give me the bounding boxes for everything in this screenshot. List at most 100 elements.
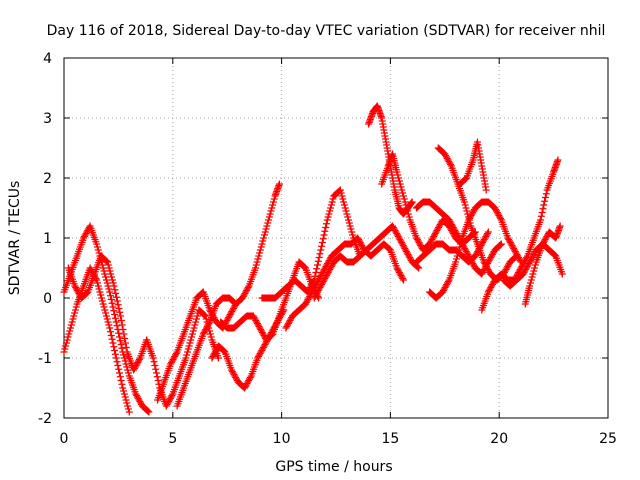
data-point [524, 261, 532, 269]
data-point [554, 156, 562, 164]
data-point [503, 264, 511, 272]
data-point [185, 342, 193, 350]
data-point [453, 231, 461, 239]
x-axis-label: GPS time / hours [275, 459, 392, 475]
data-point [324, 269, 332, 276]
data-point [99, 300, 107, 308]
data-point [429, 234, 437, 242]
data-point [448, 222, 456, 230]
data-point [479, 239, 487, 246]
data-point [520, 269, 528, 276]
data-point [470, 261, 478, 269]
data-point [63, 336, 71, 344]
data-point [463, 249, 471, 257]
data-point [550, 251, 558, 258]
data-point [318, 281, 326, 288]
data-point [457, 240, 465, 248]
data-point [348, 228, 356, 236]
data-point [400, 243, 408, 251]
data-point [260, 342, 268, 350]
data-point [265, 213, 273, 221]
data-point [508, 242, 516, 249]
data-point [266, 210, 274, 218]
data-point [259, 237, 267, 245]
data-series [310, 222, 423, 302]
data-point [541, 197, 549, 205]
data-point [495, 212, 503, 219]
data-point [150, 358, 158, 366]
data-point [110, 307, 118, 315]
data-point [417, 242, 425, 249]
data-point [259, 345, 267, 353]
data-point [210, 351, 218, 359]
data-point [255, 323, 263, 330]
data-point [116, 373, 124, 381]
data-point [268, 204, 276, 212]
data-point [322, 273, 330, 281]
data-point [400, 195, 408, 203]
data-point [93, 276, 101, 284]
data-point [188, 333, 196, 341]
data-point [327, 201, 335, 209]
data-point [203, 324, 211, 332]
data-point [106, 267, 114, 275]
data-point [403, 249, 411, 257]
data-point [123, 399, 131, 407]
data-point [170, 354, 178, 362]
data-point [324, 213, 332, 221]
data-point [443, 155, 451, 162]
data-point [385, 245, 393, 252]
data-point [442, 282, 450, 290]
data-point [507, 240, 515, 248]
data-point [327, 263, 335, 270]
data-point [207, 333, 215, 341]
y-tick-label: 4 [43, 51, 52, 67]
data-point [452, 258, 460, 266]
data-point [201, 312, 209, 320]
data-point [326, 266, 334, 273]
data-point [340, 201, 348, 209]
data-point [472, 251, 480, 258]
data-point [451, 227, 459, 234]
data-point [114, 362, 122, 369]
data-point [111, 314, 119, 322]
data-point [95, 285, 103, 293]
data-point [461, 176, 469, 183]
data-point [253, 258, 261, 266]
data-point [485, 287, 493, 294]
data-point [257, 348, 265, 356]
data-series [426, 198, 525, 302]
data-point [263, 222, 271, 230]
data-point [121, 335, 129, 342]
data-point [480, 236, 488, 243]
data-point [93, 243, 101, 251]
data-point [328, 261, 336, 269]
data-point [314, 288, 322, 296]
data-point [115, 365, 123, 373]
data-point [115, 329, 123, 337]
data-point [447, 161, 455, 168]
data-point [444, 278, 452, 285]
data-point [540, 201, 548, 209]
data-point [121, 339, 129, 347]
data-point [153, 373, 161, 381]
data-point [343, 210, 351, 218]
data-point [311, 272, 319, 280]
data-point [393, 264, 401, 272]
data-point [224, 315, 232, 323]
data-point [74, 288, 82, 296]
data-point [394, 171, 402, 179]
data-point [464, 251, 472, 258]
data-series [365, 102, 416, 218]
data-point [329, 195, 337, 203]
data-point [395, 234, 403, 242]
data-point [164, 399, 172, 407]
data-point [231, 372, 239, 380]
data-point [73, 287, 81, 294]
data-point [461, 245, 469, 252]
data-point [123, 363, 131, 371]
data-point [81, 231, 89, 239]
data-point [282, 324, 290, 332]
data-point [259, 344, 267, 351]
data-point [94, 246, 102, 254]
